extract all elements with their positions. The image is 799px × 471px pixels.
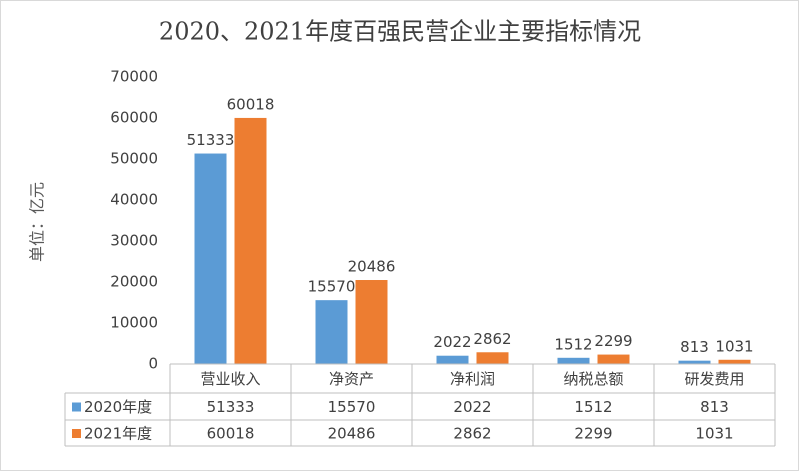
data-label: 2022	[433, 333, 471, 351]
data-label: 20486	[348, 258, 396, 276]
table-cell: 813	[700, 398, 729, 416]
data-label: 15570	[308, 278, 356, 296]
bar	[678, 360, 711, 364]
y-tick-label: 20000	[110, 273, 158, 291]
bar	[194, 153, 227, 364]
x-tick-label: 净利润	[450, 370, 495, 388]
bar	[234, 117, 267, 364]
table-cell: 15570	[328, 398, 376, 416]
y-tick-label: 40000	[110, 191, 158, 209]
table-cell: 2022	[453, 398, 491, 416]
x-tick-label: 净资产	[329, 370, 374, 388]
bar	[436, 355, 469, 364]
y-tick-label: 50000	[110, 150, 158, 168]
table-cell: 51333	[207, 398, 255, 416]
y-tick-label: 30000	[110, 232, 158, 250]
y-tick-label: 60000	[110, 109, 158, 127]
data-label: 51333	[187, 131, 235, 149]
data-label: 1512	[554, 335, 592, 353]
x-tick-label: 营业收入	[200, 370, 260, 388]
table-cell: 60018	[207, 425, 255, 443]
y-tick-label: 70000	[110, 68, 158, 86]
x-tick-label: 纳税总额	[563, 370, 623, 388]
data-label: 60018	[227, 95, 275, 113]
legend-swatch	[72, 429, 81, 438]
data-label: 2862	[473, 330, 511, 348]
table-cell: 2299	[574, 425, 612, 443]
bar	[355, 280, 388, 364]
chart-title: 2020、2021年度百强民营企业主要指标情况	[159, 18, 641, 46]
table-cell: 20486	[328, 425, 376, 443]
data-label: 2299	[594, 332, 632, 350]
bar	[476, 352, 509, 364]
table-cell: 2862	[453, 425, 491, 443]
data-label: 1031	[715, 337, 753, 355]
bar	[597, 354, 630, 364]
bar	[315, 300, 348, 364]
data-label: 813	[680, 338, 709, 356]
legend-label: 2021年度	[84, 425, 152, 443]
y-tick-label: 0	[148, 355, 158, 373]
bar	[718, 359, 751, 364]
y-tick-label: 10000	[110, 314, 158, 332]
table-cell: 1512	[574, 398, 612, 416]
y-axis-label: 单位：亿元	[28, 182, 47, 262]
bar	[557, 357, 590, 364]
table-cell: 1031	[695, 425, 733, 443]
legend-swatch	[72, 402, 81, 412]
x-tick-label: 研发费用	[684, 370, 744, 388]
legend-label: 2020年度	[84, 398, 152, 416]
